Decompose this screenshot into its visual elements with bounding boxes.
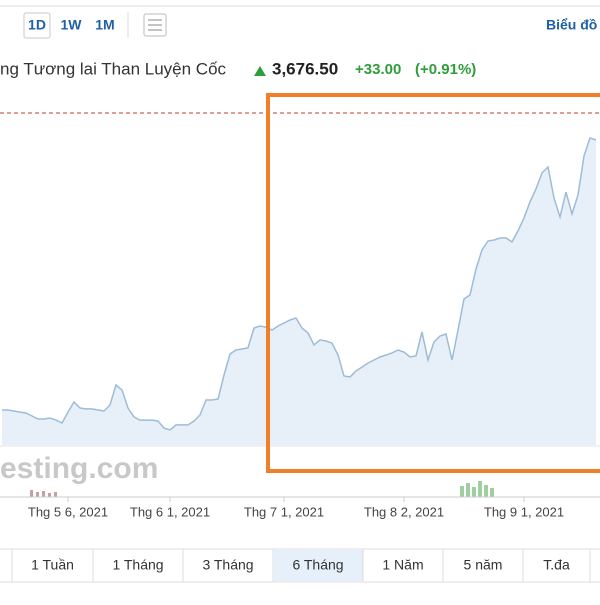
interval-button[interactable]: 1M <box>95 17 114 33</box>
period-button[interactable]: 6 Tháng <box>292 557 343 573</box>
volume-bar <box>36 492 39 497</box>
highlight-box <box>266 93 600 473</box>
volume-left <box>30 490 57 497</box>
period-button[interactable]: 3 Tháng <box>202 557 253 573</box>
interval-active-box <box>23 12 51 39</box>
instrument-name: ng Tương lai Than Luyện Cốc <box>0 59 227 78</box>
x-axis-labels: Thg 5 6, 2021 Thg 6 1, 2021 Thg 7 1, 2021 T… <box>28 497 564 519</box>
period-button[interactable]: 5 năm <box>464 557 503 573</box>
volume-bar <box>54 492 57 497</box>
change-percent: (+0.91%) <box>415 61 476 78</box>
change: +33.00 <box>355 61 401 78</box>
period-button[interactable]: 1 Năm <box>382 557 423 573</box>
plot <box>2 136 597 445</box>
chart-type-link[interactable]: Biểu đồ <box>546 17 597 33</box>
x-tick-label: Thg 7 1, 2021 <box>244 504 324 519</box>
volume-bar <box>478 481 482 497</box>
period-button[interactable]: 1 Tuần <box>31 557 74 573</box>
volume-right <box>460 481 494 497</box>
x-tick-label: Thg 9 1, 2021 <box>484 504 564 519</box>
interval-button[interactable]: 1W <box>61 17 83 33</box>
area-fill <box>2 137 596 445</box>
x-tick-label: Thg 5 6, 2021 <box>28 504 108 519</box>
period-active-bg <box>273 550 363 581</box>
price: 3,676.50 <box>272 59 338 78</box>
volume-bar <box>484 485 488 497</box>
volume-bar <box>48 493 51 497</box>
chart-type-icon[interactable] <box>143 13 167 37</box>
price-line <box>2 136 597 431</box>
watermark: esting.com <box>0 452 158 485</box>
volume-bar <box>30 490 33 497</box>
period-button[interactable]: T.đa <box>543 557 570 573</box>
volume-bar <box>42 491 45 497</box>
interval-button[interactable]: 1D <box>28 17 46 33</box>
period-button[interactable]: 1 Tháng <box>112 557 163 573</box>
x-tick-label: Thg 8 2, 2021 <box>364 504 444 519</box>
up-arrow <box>254 66 266 76</box>
volume-bar <box>460 486 464 497</box>
period-buttons: 1 Tuần 1 Tháng 3 Tháng 6 Tháng 1 Năm 5 năm T.đ… <box>31 549 591 582</box>
volume-bar <box>472 487 476 497</box>
volume-bar <box>490 488 494 497</box>
x-tick-label: Thg 6 1, 2021 <box>130 504 210 519</box>
volume-bar <box>466 483 470 497</box>
interval-buttons: 1D 1W 1M <box>23 12 115 39</box>
